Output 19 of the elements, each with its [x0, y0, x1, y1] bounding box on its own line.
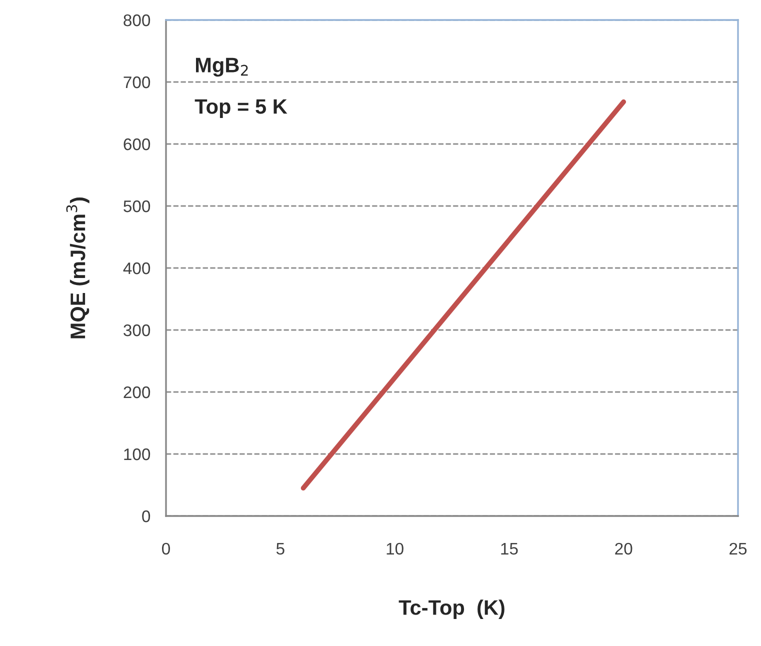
annotation: Top = 5 K [194, 99, 288, 118]
x-tick-label: 10 [386, 542, 404, 555]
annotation: MgB$_{2}$ [196, 58, 248, 77]
x-axis-title: Tc-Top (K) [398, 600, 504, 620]
y-tick-label: 100 [124, 448, 150, 460]
y-axis-title: MQE (mJ/cm$^{3}$) [66, 198, 90, 338]
x-tick-label: 0 [162, 542, 170, 555]
y-tick-label: 300 [124, 324, 150, 336]
y-tick-label: 800 [124, 14, 150, 26]
y-tick-label: 600 [124, 138, 150, 150]
y-tick-label: 200 [124, 386, 150, 398]
y-tick-label: 400 [123, 262, 150, 274]
x-tick-label: 5 [276, 543, 284, 555]
y-tick-label: 0 [142, 510, 150, 522]
y-tick-label: 700 [124, 76, 150, 88]
y-tick-label: 500 [124, 200, 150, 212]
x-tick-label: 20 [615, 542, 632, 555]
x-tick-label: 15 [501, 543, 518, 555]
x-tick-label: 25 [730, 542, 747, 555]
